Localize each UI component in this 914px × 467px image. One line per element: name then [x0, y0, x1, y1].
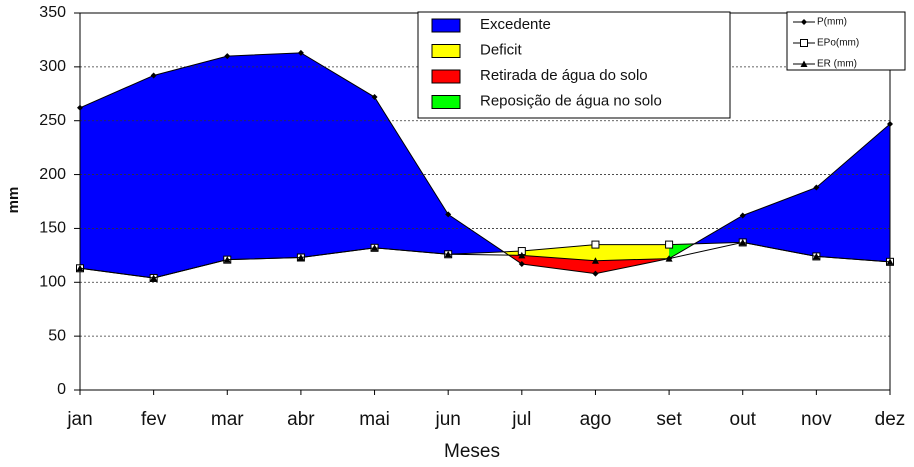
marker	[371, 244, 379, 251]
y-tick-label: 150	[39, 220, 66, 237]
x-tick-label: mar	[211, 409, 244, 430]
legend-label: Reposição de água no solo	[480, 92, 662, 109]
y-tick-label: 350	[39, 4, 66, 21]
area-excedente	[80, 52, 890, 278]
series-line	[79, 52, 891, 275]
legend-label: Excedente	[480, 16, 551, 33]
marker	[592, 270, 599, 277]
y-tick-label: 200	[39, 166, 66, 183]
series-line	[79, 241, 891, 279]
x-tick-label: out	[730, 409, 757, 430]
x-axis-label: Meses	[444, 441, 500, 462]
legend-swatch	[431, 18, 461, 33]
marker	[445, 211, 452, 218]
legend-box	[417, 11, 731, 119]
marker	[665, 255, 673, 262]
x-tick-label: jan	[66, 409, 92, 430]
marker	[801, 19, 807, 25]
x-tick-label: fev	[141, 409, 167, 430]
y-tick-label: 50	[48, 327, 66, 344]
legend-label: Deficit	[480, 41, 523, 58]
legend-swatch	[431, 95, 461, 109]
marker	[591, 240, 600, 249]
x-tick-label: jul	[511, 409, 531, 430]
marker	[77, 104, 83, 111]
legend-label: Retirada de água do solo	[480, 67, 648, 84]
x-tick-label: abr	[287, 409, 315, 430]
marker	[76, 264, 84, 272]
y-tick-label: 100	[39, 274, 66, 291]
marker	[297, 254, 305, 261]
marker	[800, 60, 808, 67]
marker	[887, 120, 893, 127]
marker	[224, 53, 231, 60]
x-tick-label: dez	[875, 409, 906, 430]
marker	[886, 258, 894, 265]
marker	[297, 49, 304, 56]
x-tick-label: jun	[435, 409, 461, 430]
marker	[150, 274, 158, 281]
marker	[150, 72, 157, 79]
marker	[371, 94, 378, 101]
marker	[812, 252, 820, 260]
x-tick-label: set	[656, 409, 682, 430]
legend-label: EPo(mm)	[817, 38, 859, 49]
marker	[223, 256, 231, 263]
marker	[739, 238, 747, 246]
legend-swatch	[431, 44, 461, 58]
y-axis-label: mm	[5, 187, 22, 214]
marker	[800, 39, 808, 47]
marker	[665, 240, 674, 249]
y-tick-label: 300	[39, 58, 66, 75]
x-tick-label: ago	[580, 409, 612, 430]
marker	[813, 184, 820, 191]
marker	[518, 251, 526, 259]
marker	[739, 212, 746, 219]
x-tick-label: mai	[359, 409, 390, 430]
marker	[591, 257, 599, 264]
legend-label: ER (mm)	[817, 59, 857, 70]
marker	[444, 250, 452, 258]
x-tick-label: nov	[801, 409, 832, 430]
y-tick-label: 0	[57, 381, 66, 398]
y-tick-label: 250	[39, 112, 66, 129]
legend-label: P(mm)	[817, 17, 847, 28]
legend-swatch	[431, 69, 461, 84]
marker	[518, 260, 525, 267]
legend-box	[786, 11, 906, 71]
